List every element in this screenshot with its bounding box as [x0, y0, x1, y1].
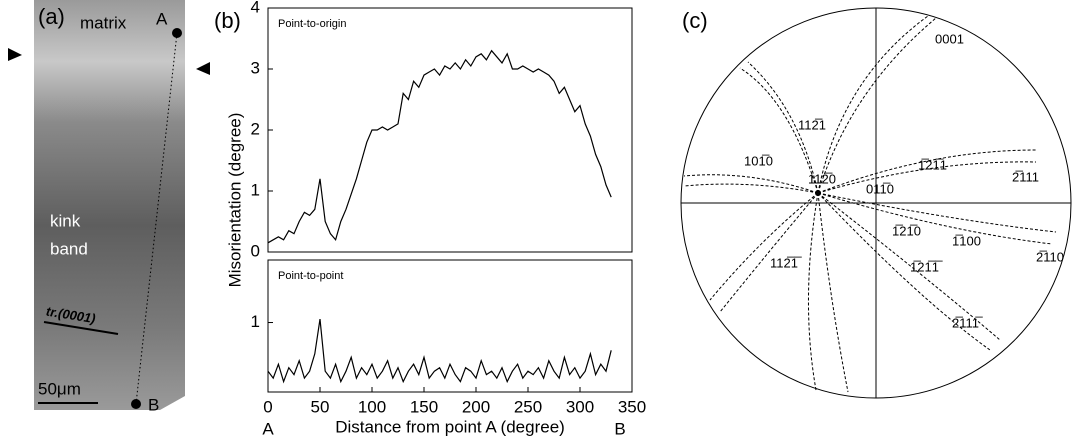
y-tick-label: 0 — [251, 241, 260, 260]
panel-c: (c) 0001 112̅1 2̅111 1̅21̅1 101̅0 112̅0 … — [680, 7, 1072, 399]
x-tick-label: 300 — [566, 397, 594, 416]
trace-line — [43, 321, 119, 335]
micrograph — [34, 0, 185, 410]
panel-a: (a) matrix A kink band tr.(0001) 50μm B — [8, 0, 210, 414]
y-tick-label: 2 — [251, 119, 260, 138]
label: band — [50, 239, 88, 258]
x-tick-label: 350 — [618, 397, 646, 416]
trace — [817, 192, 1001, 351]
trace — [817, 149, 1037, 194]
x-tick-label: 0 — [263, 397, 272, 416]
pole — [815, 190, 821, 196]
label: kink — [50, 211, 81, 230]
y-tick-label: 3 — [251, 58, 260, 77]
point-b — [131, 399, 141, 409]
panel-label: (b) — [214, 8, 241, 33]
trace — [807, 192, 849, 393]
label: A — [156, 9, 168, 28]
x-tick-label: 150 — [410, 397, 438, 416]
plot-title: Point-to-point — [278, 270, 343, 282]
trace — [683, 174, 819, 194]
trace — [739, 61, 819, 194]
x-tick-label: 50 — [311, 397, 330, 416]
point-a — [172, 28, 182, 38]
pole-label: 2̅110 — [1036, 249, 1064, 264]
pole-label: 112̅1 — [798, 117, 826, 132]
panel-label: (a) — [38, 4, 65, 29]
pole-label: 112̅1̅ — [770, 255, 802, 270]
pole-label: 011̅0 — [866, 181, 894, 196]
plot-frame — [267, 259, 633, 393]
x-tick-label: 100 — [358, 397, 386, 416]
label: matrix — [80, 13, 127, 32]
pole-label: 1̅21̅1̅ — [910, 259, 943, 274]
plot-frame — [267, 7, 633, 253]
y-tick-label: 4 — [251, 0, 260, 16]
trace — [709, 192, 819, 313]
pole-label: 2̅111̅ — [952, 315, 983, 330]
pole-label: 0001 — [935, 31, 964, 46]
y-axis-label: Misorientation (degree) — [225, 113, 244, 288]
data-line — [267, 49, 612, 244]
annotation: B — [614, 419, 625, 437]
trace — [817, 15, 937, 194]
pole-label: 112̅0 — [808, 171, 836, 186]
label: 50μm — [38, 379, 81, 398]
y-tick-label: 1 — [251, 312, 260, 331]
annotation: A — [262, 419, 274, 437]
label: B — [148, 395, 159, 414]
pole-label: 1̅21̅1 — [918, 157, 947, 172]
y-tick-label: 1 — [251, 180, 260, 199]
plot-title: Point-to-origin — [278, 18, 346, 30]
x-axis-label: Distance from point A (degree) — [335, 417, 565, 436]
x-tick-label: 200 — [462, 397, 490, 416]
pole-label: 2̅111 — [1012, 169, 1039, 184]
data-line — [267, 319, 612, 384]
pole-label: 1̅100 — [952, 233, 981, 248]
pole-label: 101̅0 — [744, 153, 773, 168]
pole-label: 1̅21̅0 — [892, 223, 921, 238]
trace — [817, 192, 1057, 245]
panel-label: (c) — [682, 8, 708, 33]
x-tick-label: 250 — [514, 397, 542, 416]
